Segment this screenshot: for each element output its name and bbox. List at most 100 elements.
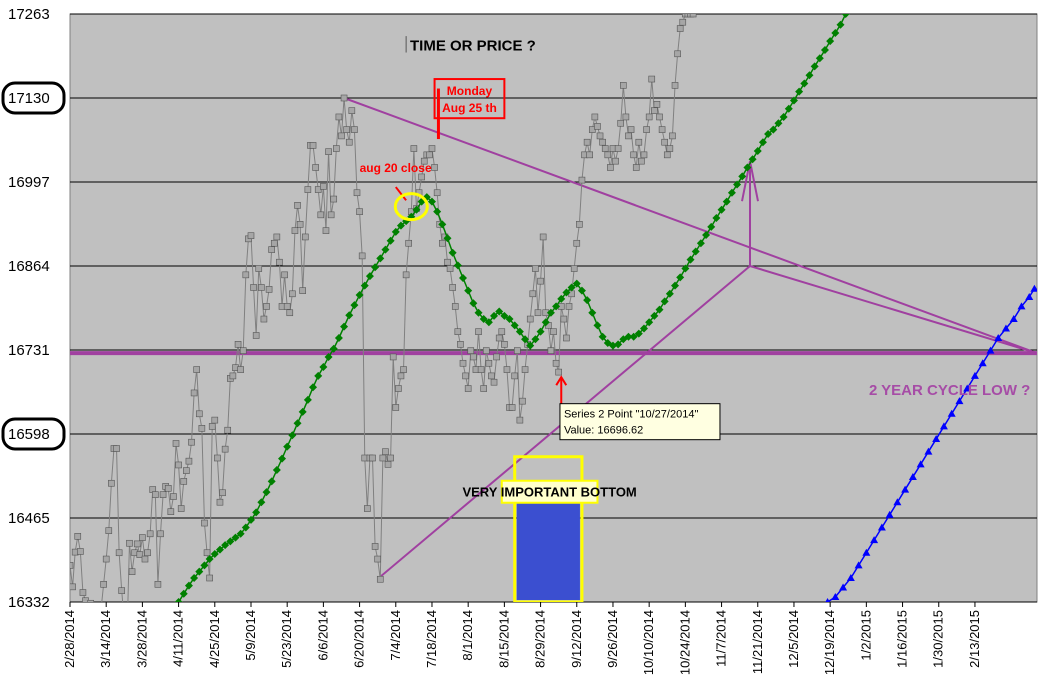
data-point xyxy=(638,157,645,165)
data-point xyxy=(978,359,987,367)
data-point xyxy=(418,173,425,181)
data-point xyxy=(596,132,604,140)
data-point xyxy=(299,287,307,294)
xtick-label: 3/14/2014 xyxy=(98,610,113,668)
data-point xyxy=(632,164,640,171)
data-point xyxy=(108,479,115,487)
xtick-label: 1/30/2015 xyxy=(931,610,946,668)
data-point xyxy=(826,37,835,46)
monday-box xyxy=(433,78,506,120)
data-point xyxy=(179,589,188,598)
data-point xyxy=(490,378,498,386)
data-point xyxy=(648,75,656,83)
data-point xyxy=(365,272,374,281)
data-point xyxy=(360,281,369,290)
data-point xyxy=(351,126,358,133)
data-point xyxy=(665,289,674,298)
data-point xyxy=(387,454,394,462)
data-point xyxy=(526,341,535,350)
data-point xyxy=(846,574,855,581)
annotations: VERY IMPORTANT BOTTOM TIME OR PRICE ? Mond… xyxy=(360,36,1030,602)
data-point xyxy=(932,435,941,443)
data-point xyxy=(601,145,609,152)
data-point xyxy=(334,334,343,342)
data-point xyxy=(529,290,537,298)
data-point xyxy=(113,445,120,452)
data-point xyxy=(753,147,762,156)
data-point xyxy=(560,315,568,323)
data-point xyxy=(514,347,521,354)
data-point xyxy=(376,254,385,263)
data-point xyxy=(273,233,281,241)
data-point xyxy=(133,540,141,548)
data-point xyxy=(493,353,500,361)
data-point xyxy=(562,288,571,297)
data-point xyxy=(593,321,602,330)
data-point xyxy=(144,549,151,557)
data-point xyxy=(345,311,354,320)
data-point xyxy=(625,132,632,140)
monday-label-1: Monday xyxy=(447,84,493,98)
data-point xyxy=(231,533,240,542)
trendline xyxy=(749,265,1037,355)
data-point xyxy=(671,82,679,89)
data-point xyxy=(255,265,263,272)
data-point xyxy=(154,581,162,588)
data-point xyxy=(583,138,591,146)
data-point xyxy=(541,318,550,327)
data-point xyxy=(526,315,534,323)
data-point xyxy=(1009,315,1018,323)
data-point xyxy=(276,258,283,266)
data-point xyxy=(400,366,407,373)
data-point xyxy=(645,113,653,121)
data-point xyxy=(640,151,648,159)
data-point xyxy=(205,555,214,564)
xtick-label: 8/1/2014 xyxy=(460,610,475,661)
data-point xyxy=(439,239,446,247)
data-point xyxy=(655,305,664,314)
data-point xyxy=(392,404,400,411)
data-point xyxy=(656,113,663,121)
data-point xyxy=(916,460,925,468)
data-point xyxy=(79,589,87,596)
xtick-label: 4/11/2014 xyxy=(171,610,186,667)
data-point xyxy=(428,145,436,152)
data-point xyxy=(500,311,509,320)
data-point xyxy=(800,79,809,88)
data-point xyxy=(164,485,172,492)
data-point xyxy=(614,340,623,349)
data-point xyxy=(676,273,685,282)
data-point xyxy=(764,130,773,138)
data-point xyxy=(617,119,625,127)
data-point xyxy=(374,555,381,563)
data-point xyxy=(322,227,330,234)
data-point xyxy=(464,385,472,392)
data-point xyxy=(70,562,74,569)
data-point xyxy=(567,283,576,292)
data-point xyxy=(74,533,82,540)
xtick-label: 8/29/2014 xyxy=(533,610,548,668)
xtick-label: 7/4/2014 xyxy=(388,610,403,661)
data-point xyxy=(831,28,840,37)
xtick-label: 6/20/2014 xyxy=(352,610,367,668)
data-point xyxy=(296,221,304,228)
data-point xyxy=(651,107,658,114)
data-point xyxy=(870,536,879,544)
data-point xyxy=(552,359,560,367)
data-point xyxy=(221,541,230,550)
data-point xyxy=(583,296,592,305)
data-point xyxy=(1025,292,1034,300)
data-point xyxy=(250,284,257,291)
data-point xyxy=(87,599,94,602)
data-point xyxy=(893,498,902,506)
data-point xyxy=(90,607,96,613)
data-point xyxy=(146,530,154,538)
xtick-label: 9/12/2014 xyxy=(569,610,584,668)
data-point xyxy=(124,638,130,644)
data-point xyxy=(216,498,224,506)
data-point xyxy=(427,197,436,206)
bottom-box-fill xyxy=(516,500,580,600)
data-point xyxy=(278,454,287,463)
data-point xyxy=(515,327,524,336)
data-point xyxy=(630,151,637,159)
